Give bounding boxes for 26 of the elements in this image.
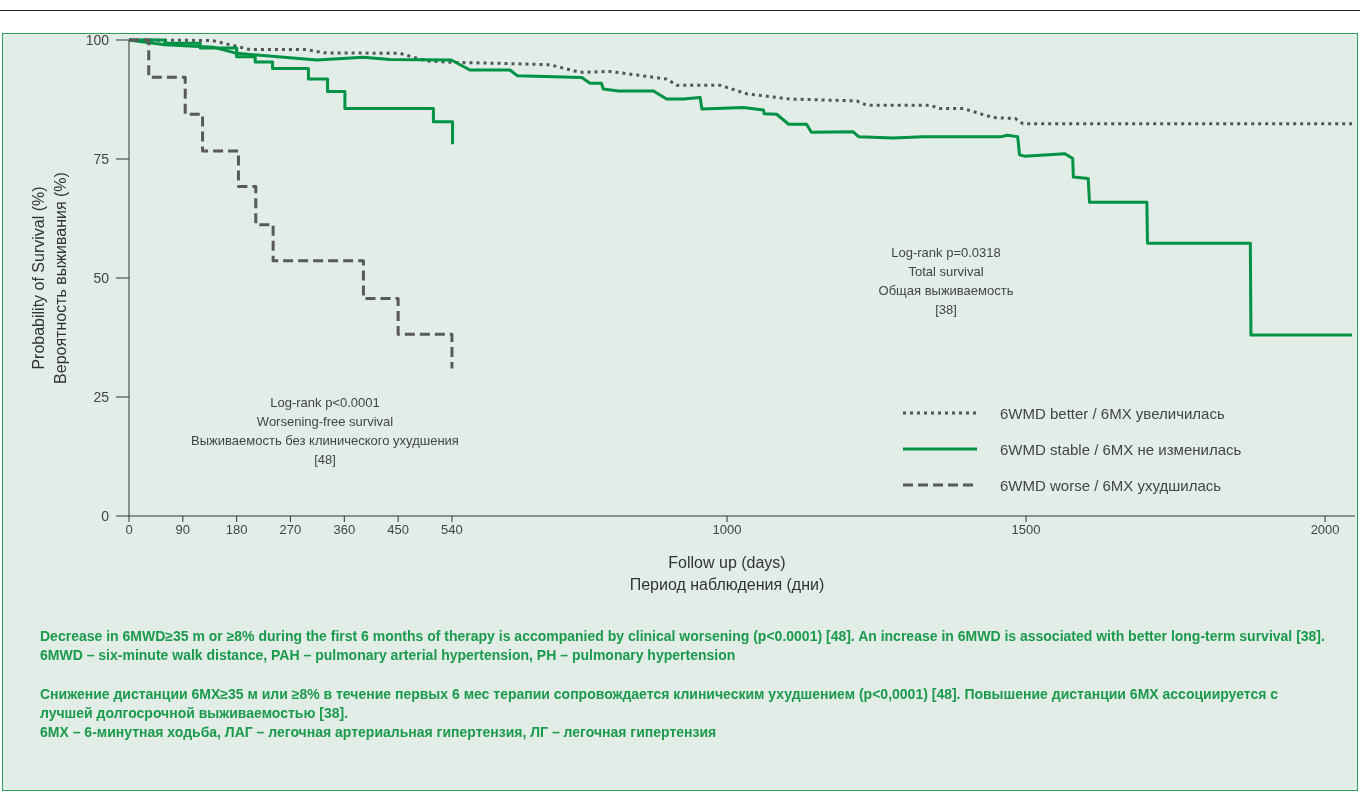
- x-tick-label: 450: [387, 522, 409, 537]
- text: Снижение дистанции 6МХ≥35 м или ≥8% в течение первых 6 мес терапии сопровождается клиническим ухудшением (p<0,0001) [48]. Повышение дистанции 6МХ ассоциируется с лучшей долгосрочной выживаемостью [38].: [40, 685, 1280, 723]
- y-tick-label: 75: [93, 150, 110, 167]
- x-axis-title: Follow up (days) Период наблюдения (дни): [629, 554, 825, 593]
- x-tick-label: 1500: [1011, 522, 1041, 537]
- y-tick-label: 25: [93, 388, 110, 405]
- y-tick-label: 50: [93, 269, 110, 286]
- x-tick-label: 540: [441, 522, 463, 537]
- y-tick-label: 0: [101, 507, 110, 524]
- legend-label: 6WMD stable / 6MX не изменилась: [1000, 440, 1242, 458]
- text: 6МХ – 6-минутная ходьба, ЛАГ – легочная артериальная гипертензия, ЛГ – легочная гипертензия: [40, 723, 718, 742]
- annotation: Log-rank p=0.0318 Total survival Общая выживаемость [38]: [878, 245, 1014, 317]
- x-tick-label: 360: [333, 522, 356, 537]
- y-tick-label: 100: [85, 31, 110, 48]
- annotation: Log-rank p<0.0001 Worsening-free survival Выживаемость без клинического ухудшения [48]: [191, 395, 459, 467]
- x-tick-label: 90: [175, 522, 191, 537]
- x-tick-label: 0: [125, 522, 133, 537]
- legend-label: 6WMD better / 6MX увеличилась: [1000, 404, 1225, 422]
- x-tick-label: 180: [225, 522, 248, 537]
- x-tick-label: 270: [279, 522, 302, 537]
- x-tick-label: 1000: [712, 522, 742, 537]
- y-axis-title: Probability of Survival (%) Вероятность выживания (%): [30, 172, 69, 384]
- text: Decrease in 6MWD≥35 m or ≥8% during the first 6 months of therapy is accompanied by clinical worsening (p<0.0001) [48]. An increase in 6MWD is associated with better long-term survival [38].: [40, 627, 1326, 646]
- text: 6MWD – six-minute walk distance, PAH – pulmonary arterial hypertension, PH – pulmonary hypertension: [40, 646, 737, 665]
- legend-label: 6WMD worse / 6MX ухудшилась: [1000, 476, 1222, 494]
- x-tick-label: 2000: [1310, 522, 1340, 537]
